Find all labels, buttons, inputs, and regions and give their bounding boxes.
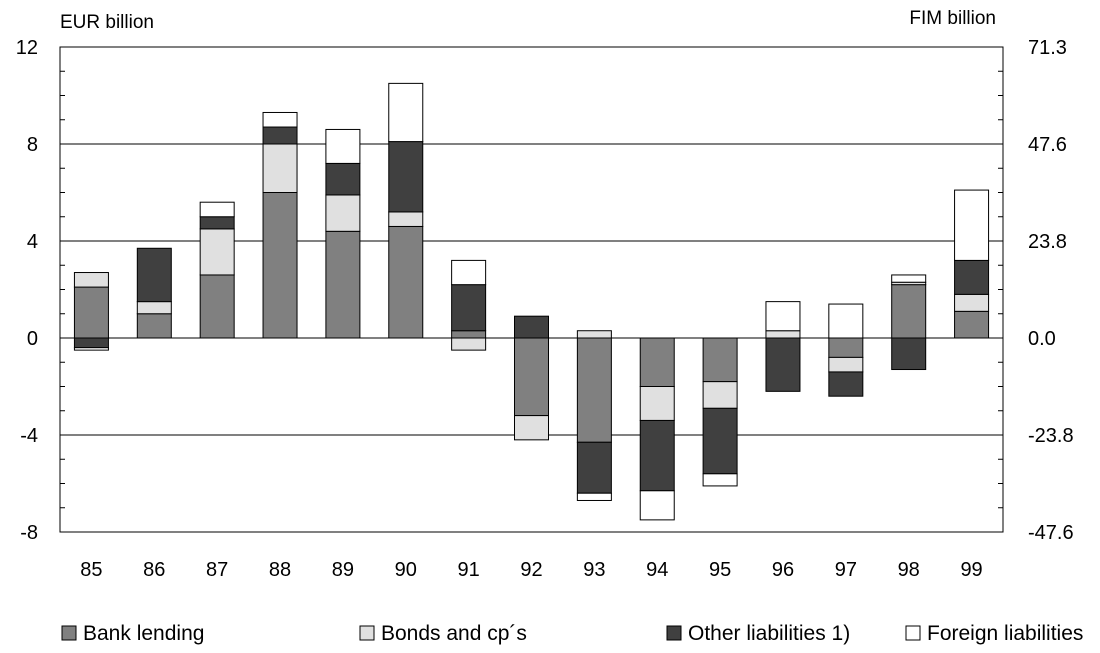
x-tick-label: 85: [80, 559, 102, 581]
x-tick-label: 99: [960, 559, 982, 581]
left-axis-unit: EUR billion: [60, 12, 154, 33]
bar-segment: [388, 211, 424, 227]
bar-segment: [639, 490, 675, 521]
x-tick-label: 93: [583, 559, 605, 581]
bar-segment: [73, 272, 109, 288]
bar-segment: [576, 441, 612, 494]
x-tick-label: 96: [772, 559, 794, 581]
bar-segment: [576, 330, 612, 339]
x-tick-label: 87: [206, 559, 228, 581]
left-tick-label: -4: [20, 425, 38, 447]
bar-segment: [262, 126, 298, 145]
x-tick-label: 92: [520, 559, 542, 581]
x-tick-label: 89: [332, 559, 354, 581]
bar-segment: [639, 337, 675, 387]
bar-segment: [765, 330, 801, 339]
right-tick-label: 23.8: [1028, 231, 1067, 253]
legend-swatch: [359, 625, 375, 641]
bar-segment: [891, 284, 927, 339]
bar-segment: [388, 141, 424, 213]
bar-segment: [639, 386, 675, 421]
bar-segment: [262, 111, 298, 128]
bar-segment: [325, 128, 361, 164]
bar-segment: [262, 143, 298, 193]
bar-segment: [451, 284, 487, 332]
x-tick-label: 91: [458, 559, 480, 581]
bar-segment: [514, 315, 549, 339]
legend-swatch: [666, 625, 682, 641]
left-tick-label: -8: [20, 522, 38, 544]
bar-segment: [73, 286, 109, 339]
bar-segment: [954, 310, 990, 339]
bar-segment: [388, 225, 424, 339]
bar-segment: [325, 162, 361, 196]
bar-segment: [325, 230, 361, 339]
bar-segment: [136, 301, 172, 315]
x-tick-label: 88: [269, 559, 291, 581]
left-tick-label: 12: [16, 37, 38, 59]
legend-item: Bonds and cp´s: [359, 622, 527, 645]
bar-segment: [765, 301, 801, 332]
bar-segment: [514, 415, 549, 441]
bar-segment: [702, 381, 738, 409]
bar-segment: [954, 293, 990, 312]
bar-segment: [702, 337, 738, 383]
x-tick-label: 95: [709, 559, 731, 581]
bar-segment: [828, 337, 864, 358]
bar-segment: [828, 371, 864, 397]
legend-label: Bank lending: [83, 622, 204, 645]
bar-segment: [702, 407, 738, 475]
legend-item: Bank lending: [61, 622, 204, 645]
bar-segment: [891, 337, 927, 371]
bar-segment: [73, 337, 109, 349]
legend-item: Foreign liabilities: [905, 622, 1083, 645]
bar-segment: [199, 216, 235, 230]
bar-segment: [451, 259, 487, 286]
bar-segment: [954, 259, 990, 295]
bar-segment: [199, 274, 235, 339]
right-tick-label: -23.8: [1028, 425, 1074, 447]
legend-label: Other liabilities 1): [688, 622, 850, 645]
bar-segment: [514, 337, 549, 417]
bar-segment: [388, 82, 424, 143]
legend-swatch: [61, 625, 77, 641]
legend-item: Other liabilities 1): [666, 622, 850, 645]
legend-label: Foreign liabilities: [927, 622, 1083, 645]
right-tick-label: 47.6: [1028, 134, 1067, 156]
bar-segment: [828, 303, 864, 339]
bar-segment: [136, 313, 172, 339]
right-tick-label: 0.0: [1028, 328, 1056, 350]
bar-segment: [262, 192, 298, 339]
bar-segment: [639, 419, 675, 492]
bar-segment: [702, 473, 738, 487]
bar-segment: [199, 228, 235, 276]
right-axis-unit: FIM billion: [909, 8, 996, 29]
bar-segment: [73, 347, 109, 351]
right-tick-label: -47.6: [1028, 522, 1074, 544]
x-tick-label: 97: [835, 559, 857, 581]
x-tick-label: 98: [898, 559, 920, 581]
bar-segment: [325, 194, 361, 232]
bar-segment: [199, 201, 235, 218]
legend-swatch: [905, 625, 921, 641]
left-tick-label: 0: [27, 328, 38, 350]
bar-segment: [451, 337, 487, 351]
right-tick-label: 71.3: [1028, 37, 1067, 59]
bar-segment: [451, 330, 487, 339]
x-tick-label: 90: [395, 559, 417, 581]
x-tick-label: 86: [143, 559, 165, 581]
bar-segment: [891, 274, 927, 283]
bar-segment: [765, 337, 801, 392]
legend-label: Bonds and cp´s: [381, 622, 527, 645]
bar-segment: [828, 356, 864, 373]
bar-segment: [576, 337, 612, 443]
left-tick-label: 8: [27, 134, 38, 156]
x-tick-label: 94: [646, 559, 668, 581]
left-tick-label: 4: [27, 231, 38, 253]
bar-segment: [576, 492, 612, 501]
bar-segment: [136, 247, 172, 303]
bar-segment: [954, 189, 990, 261]
